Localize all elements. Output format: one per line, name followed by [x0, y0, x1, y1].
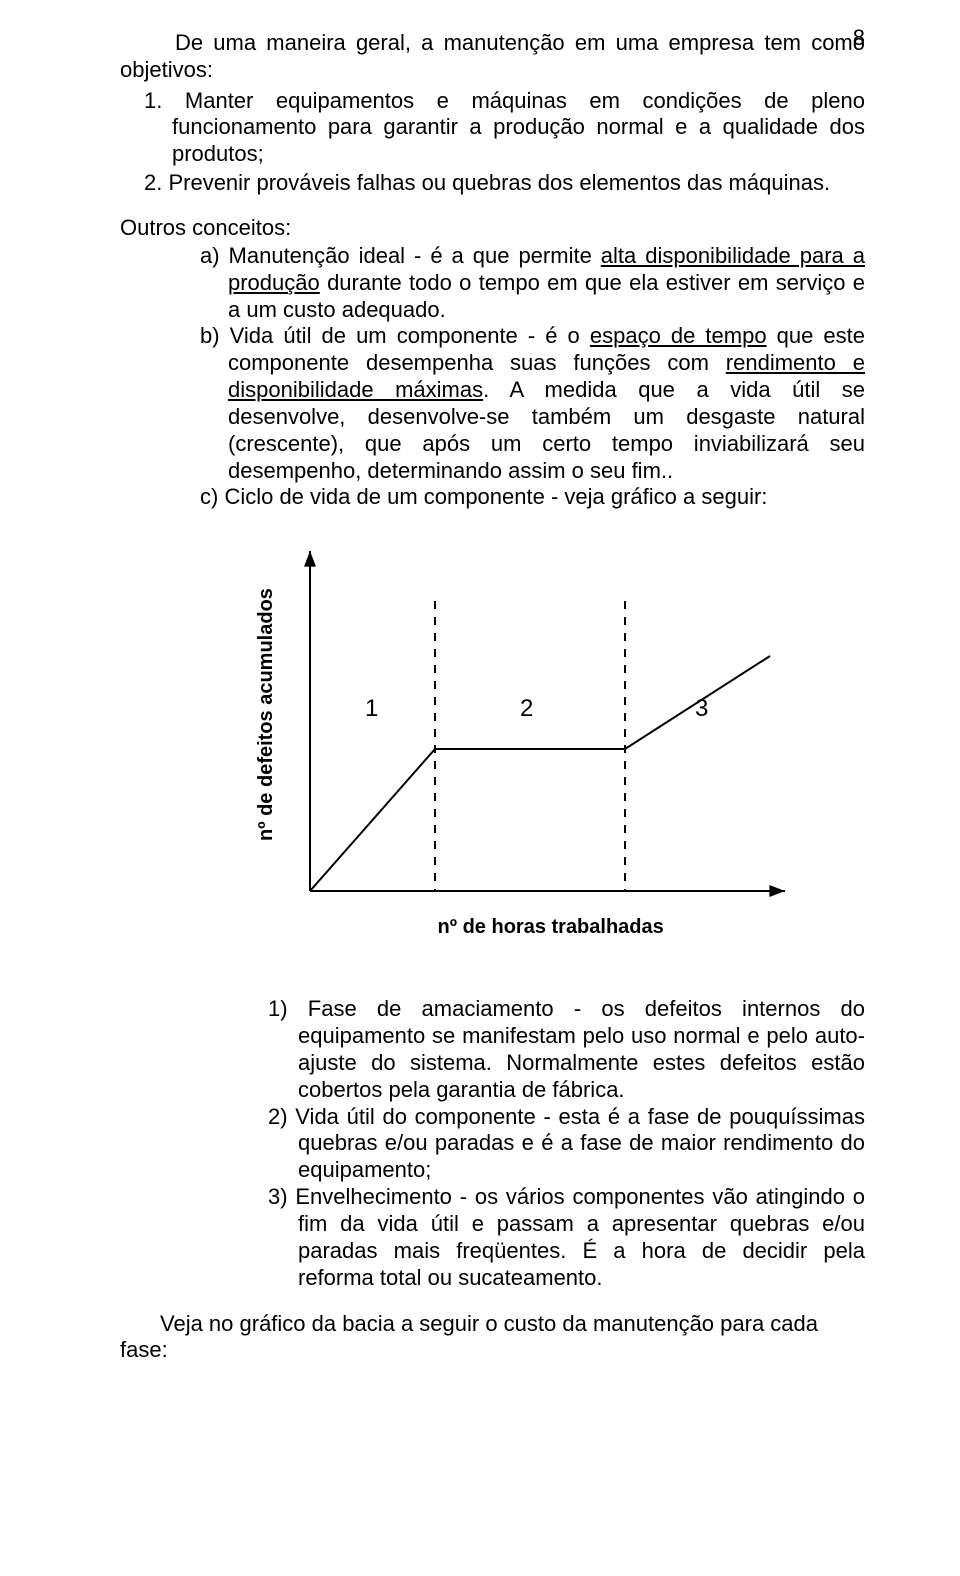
svg-text:1: 1 [365, 695, 378, 722]
phase-2: 2) Vida útil do componente - esta é a fa… [120, 1104, 865, 1184]
concept-a-pre: a) Manutenção ideal - é a que permite [200, 243, 601, 268]
other-concepts-heading: Outros conceitos: [120, 215, 865, 241]
objective-1: 1. Manter equipamentos e máquinas em con… [120, 88, 865, 168]
intro-paragraph: De uma maneira geral, a manutenção em um… [120, 30, 865, 84]
concept-b-pre: b) Vida útil de um componente - é o [200, 323, 590, 348]
phase-3: 3) Envelhecimento - os vários componente… [120, 1184, 865, 1291]
final-paragraph: Veja no gráfico da bacia a seguir o cust… [120, 1311, 865, 1363]
chart-svg: 1 2 3 nº de defeitos acumulados nº de horas … [240, 541, 800, 961]
svg-text:3: 3 [695, 695, 708, 722]
concept-a-post: durante todo o tempo em que ela estiver … [228, 270, 865, 322]
concept-b: b) Vida útil de um componente - é o espa… [120, 323, 865, 484]
svg-text:nº de horas trabalhadas: nº de horas trabalhadas [438, 916, 664, 938]
svg-text:nº de defeitos acumulados: nº de defeitos acumulados [255, 588, 277, 841]
concept-a: a) Manutenção ideal - é a que permite al… [120, 243, 865, 323]
svg-text:2: 2 [520, 695, 533, 722]
concept-c: c) Ciclo de vida de um componente - veja… [120, 484, 865, 511]
concept-b-u1: espaço de tempo [590, 323, 767, 348]
page: 8 De uma maneira geral, a manutenção em … [0, 0, 960, 1576]
objective-2: 2. Prevenir prováveis falhas ou quebras … [120, 170, 865, 197]
phase-1: 1) Fase de amaciamento - os defeitos int… [120, 996, 865, 1103]
page-number: 8 [853, 25, 865, 51]
lifecycle-chart: 1 2 3 nº de defeitos acumulados nº de horas … [240, 541, 865, 966]
